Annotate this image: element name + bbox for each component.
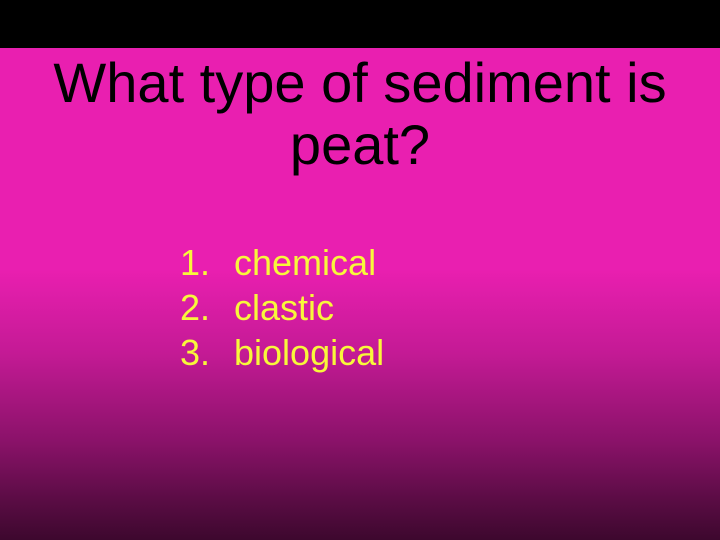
option-1: 1. chemical (180, 240, 384, 285)
slide: What type of sediment is peat? 1. chemic… (0, 0, 720, 540)
answer-options: 1. chemical 2. clastic 3. biological (180, 240, 384, 375)
option-3: 3. biological (180, 330, 384, 375)
background-top-band (0, 0, 720, 48)
option-label: clastic (234, 287, 334, 328)
option-2: 2. clastic (180, 285, 384, 330)
option-number: 3. (180, 330, 224, 375)
question-title: What type of sediment is peat? (30, 52, 690, 175)
option-label: chemical (234, 242, 376, 283)
option-number: 2. (180, 285, 224, 330)
option-label: biological (234, 332, 384, 373)
option-number: 1. (180, 240, 224, 285)
